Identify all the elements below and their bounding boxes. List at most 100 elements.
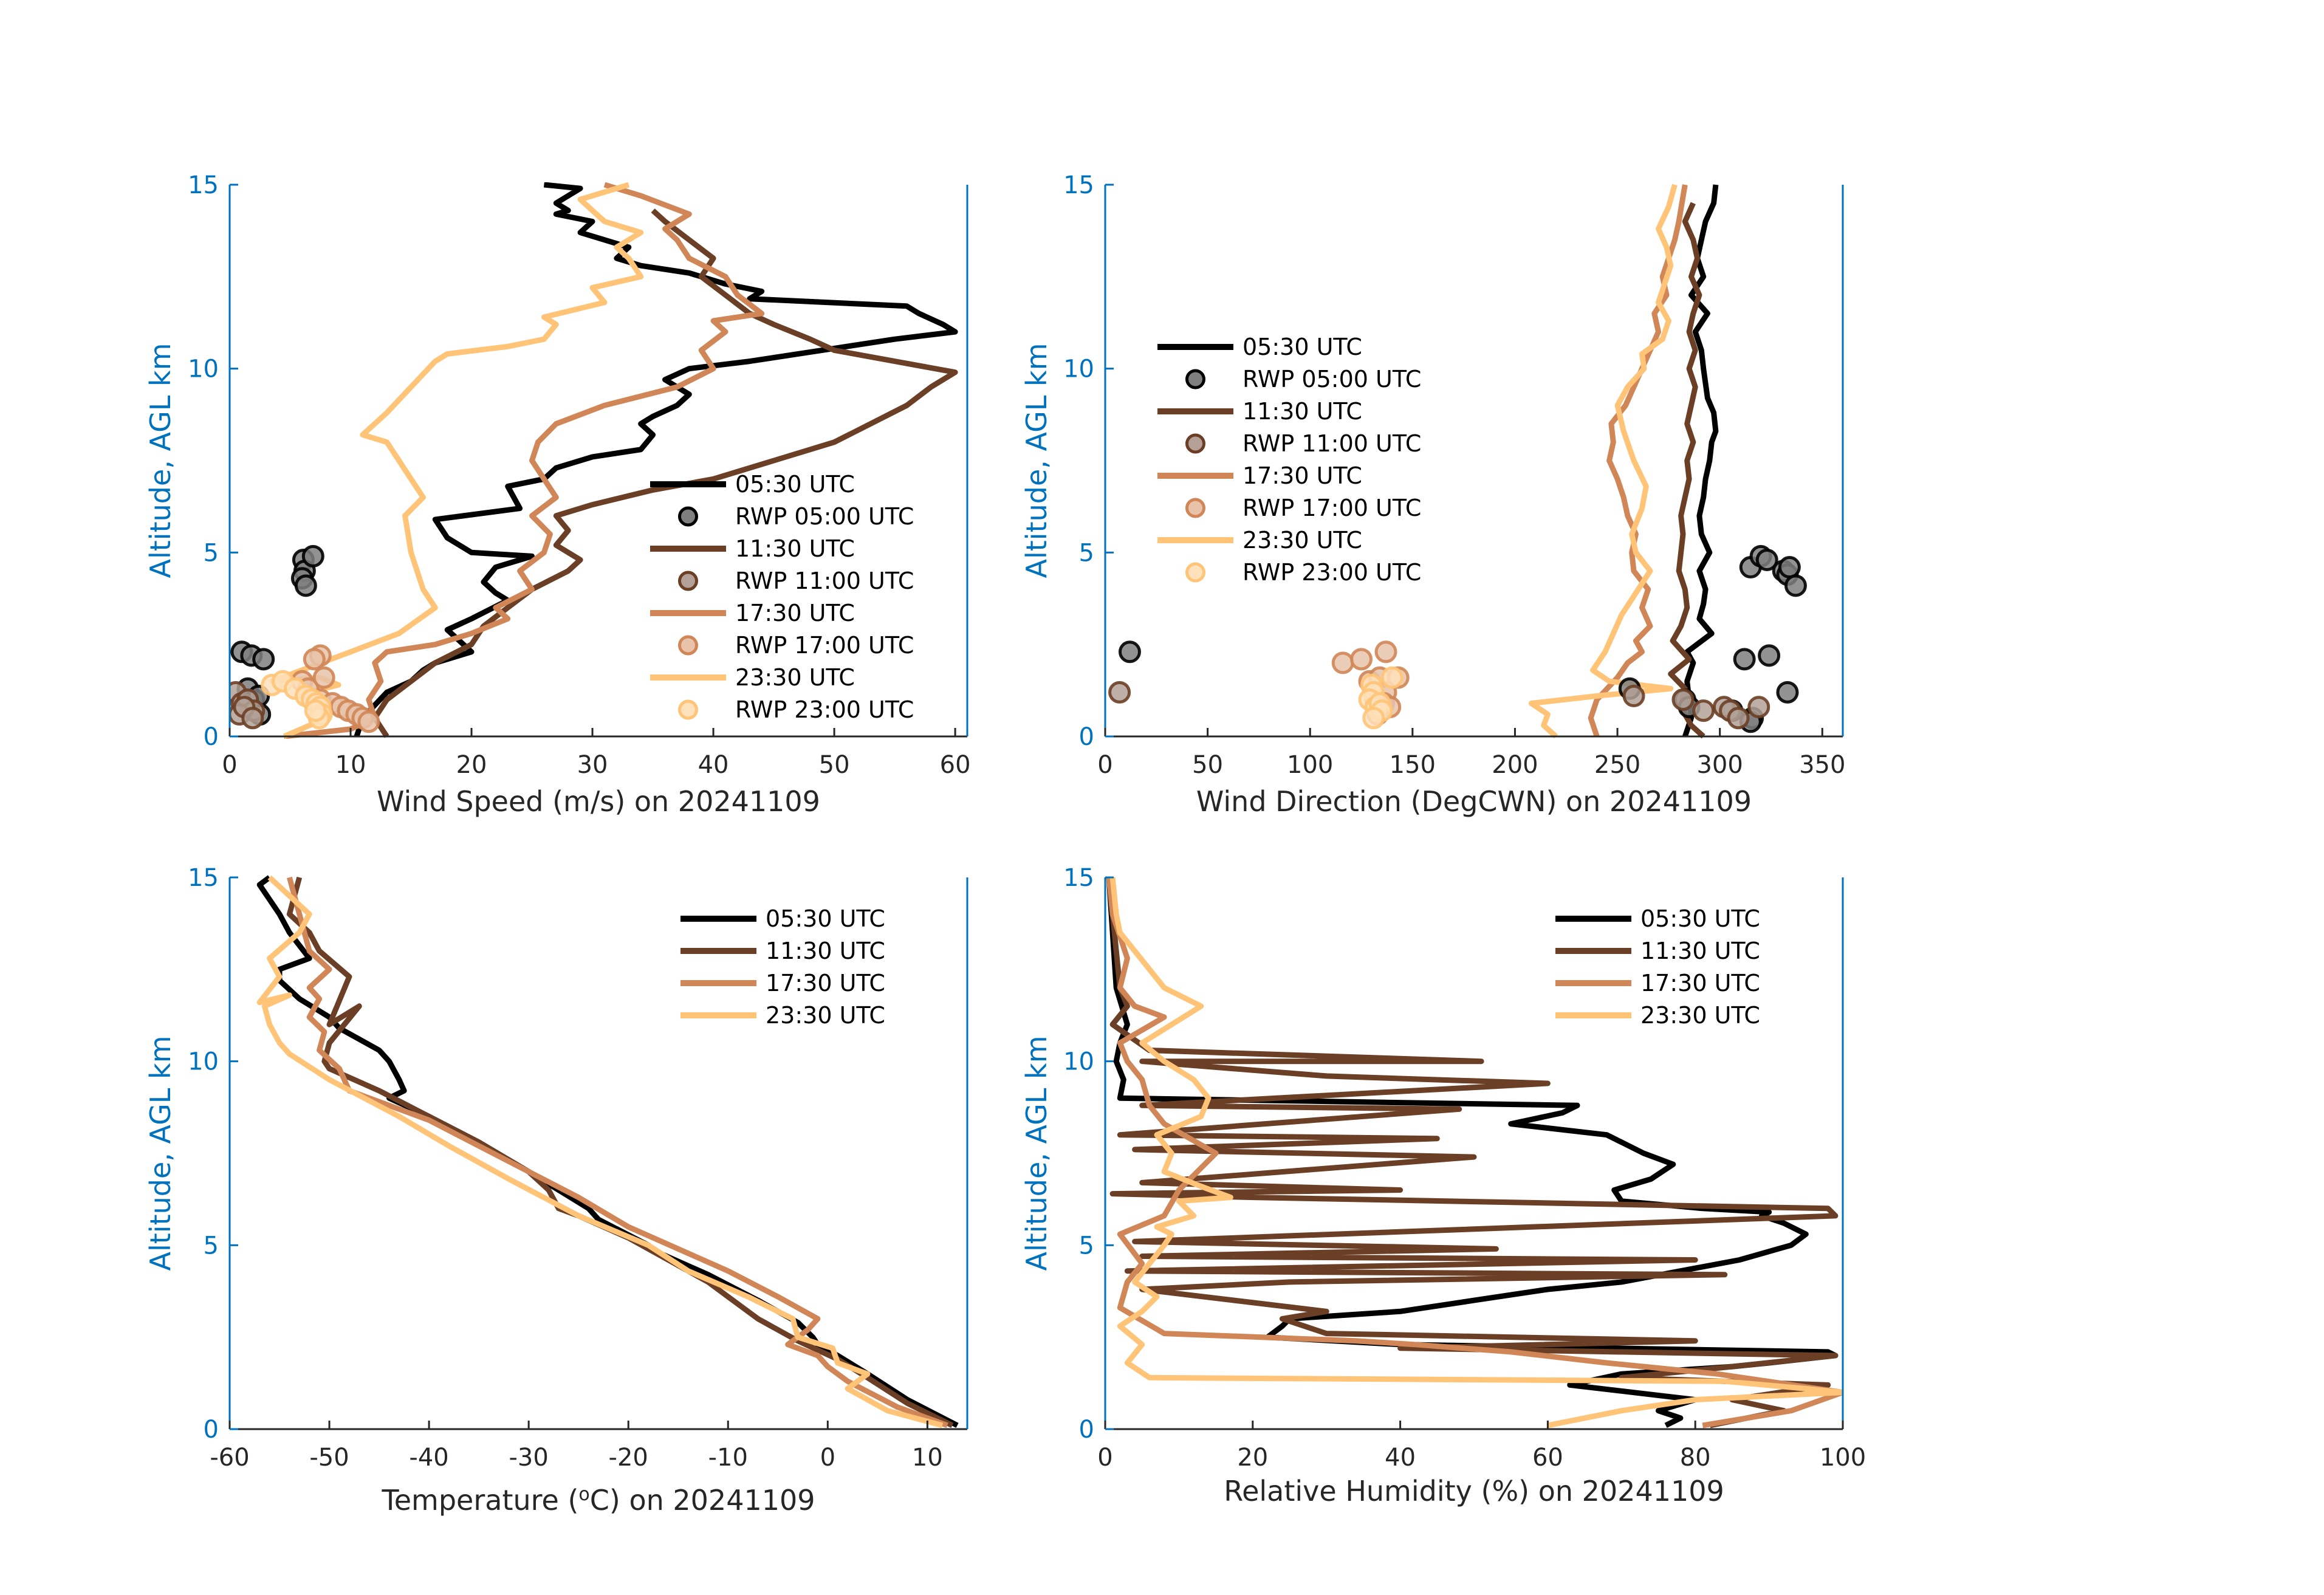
series-scatter-rwp-11-00-utc	[230, 681, 266, 730]
series-scatter-rwp-23-00-utc	[1358, 666, 1404, 730]
legend-label: RWP 23:00 UTC	[735, 696, 914, 723]
series-line-17-30-utc	[284, 182, 765, 739]
legend-label: 17:30 UTC	[735, 600, 855, 626]
legend-label: 05:30 UTC	[766, 905, 885, 932]
legend-label: 05:30 UTC	[1243, 334, 1362, 360]
legend-label: 05:30 UTC	[1640, 905, 1760, 932]
scatter-point	[312, 666, 335, 689]
series-line-05-30-utc	[1682, 184, 1719, 738]
x-tick-label: -50	[309, 1444, 349, 1472]
legend-marker-swatch	[678, 571, 698, 591]
legend-entry-23-30-utc: 23:30 UTC	[1555, 1002, 1760, 1029]
legend-entry-rwp-05-00-utc: RWP 05:00 UTC	[678, 503, 914, 530]
legend-label: 23:30 UTC	[1243, 527, 1362, 554]
legend-entry-05-30-utc: 05:30 UTC	[1157, 334, 1362, 360]
legend-entry-23-30-utc: 23:30 UTC	[680, 1002, 885, 1029]
scatter-point	[1118, 640, 1141, 664]
x-tick-label: 20	[456, 751, 487, 779]
wind-direction-ylabel: Altitude, AGL km	[1020, 343, 1053, 578]
series-line-23-30-utc	[256, 875, 944, 1429]
legend-marker-swatch	[678, 635, 698, 656]
wind-direction-plot-area	[1108, 184, 1807, 739]
y-tick-label: 0	[204, 723, 219, 751]
x-tick-label: 150	[1390, 751, 1436, 779]
scatter-point	[241, 707, 264, 730]
x-tick-label: 20	[1237, 1444, 1268, 1472]
legend-label: RWP 11:00 UTC	[1243, 430, 1421, 457]
x-tick-label: -40	[409, 1444, 448, 1472]
series-line-11-30-utc	[372, 208, 958, 738]
y-tick-label: 5	[1079, 539, 1094, 567]
scatter-point	[1362, 707, 1385, 730]
legend-entry-11-30-utc: 11:30 UTC	[1157, 398, 1362, 425]
wind-speed-plot-area	[230, 182, 958, 739]
temperature-xlabel-part-1: Temperature (	[381, 1484, 578, 1517]
series-line-23-30-utc	[1528, 184, 1678, 739]
wind-direction-axes: 0 50 100 150 200 250 300 350 0 5 10 15	[1063, 171, 1845, 779]
legend-label: 23:30 UTC	[766, 1002, 885, 1029]
y-tick-label: 5	[204, 1232, 219, 1260]
scatter-point	[357, 710, 380, 733]
legend-entry-rwp-17-00-utc: RWP 17:00 UTC	[1185, 495, 1421, 521]
series-scatter-rwp-23-00-utc	[261, 670, 333, 730]
x-tick-label: -20	[609, 1444, 648, 1472]
temperature-xlabel: Temperature (oC) on 20241109	[381, 1484, 815, 1517]
wind-direction-panel: 0 50 100 150 200 250 300 350 0 5 10 15 Wind Directi…	[1020, 171, 1845, 818]
y-tick-label: 5	[204, 539, 219, 567]
scatter-point	[1778, 556, 1801, 579]
x-tick-label: 200	[1492, 751, 1538, 779]
x-tick-label: 50	[1192, 751, 1223, 779]
series-scatter-rwp-11-00-utc	[1108, 681, 1770, 730]
relative-humidity-ylabel: Altitude, AGL km	[1020, 1035, 1053, 1271]
legend-label: 23:30 UTC	[1640, 1002, 1760, 1029]
temperature-plot-area	[256, 875, 959, 1429]
legend-label: 11:30 UTC	[766, 938, 885, 964]
legend-entry-11-30-utc: 11:30 UTC	[1555, 938, 1760, 964]
scatter-point	[1784, 574, 1807, 597]
y-tick-label: 15	[188, 171, 219, 199]
y-tick-label: 0	[1079, 723, 1094, 751]
series-line-11-30-utc	[286, 876, 954, 1428]
legend-entry-rwp-11-00-utc: RWP 11:00 UTC	[678, 568, 914, 594]
x-tick-label: 50	[819, 751, 850, 779]
scatter-point	[1758, 644, 1781, 667]
legend-entry-rwp-23-00-utc: RWP 23:00 UTC	[1185, 559, 1421, 586]
legend-marker-swatch	[1185, 562, 1205, 583]
x-tick-label: 0	[820, 1444, 835, 1472]
y-tick-label: 0	[1079, 1416, 1094, 1444]
y-tick-label: 15	[1063, 864, 1094, 892]
relative-humidity-axes: 0 20 40 60 80 100 0 5 10 15	[1063, 864, 1866, 1472]
temperature-xlabel-part-2: C) on 20241109	[590, 1484, 815, 1517]
legend-entry-05-30-utc: 05:30 UTC	[680, 905, 885, 932]
legend-label: 11:30 UTC	[1243, 398, 1362, 425]
scatter-point	[1727, 707, 1750, 730]
legend-label: RWP 23:00 UTC	[1243, 559, 1421, 586]
scatter-point	[1380, 666, 1404, 689]
scatter-point	[1755, 548, 1778, 571]
wind-speed-axes: 0 10 20 30 40 50 60 0 5 10 15	[188, 171, 970, 779]
series-line-05-30-utc	[354, 182, 958, 738]
scatter-point	[303, 648, 326, 671]
x-tick-label: 40	[698, 751, 729, 779]
scatter-point	[1747, 696, 1770, 719]
series-line-17-30-utc	[287, 876, 948, 1429]
scatter-point	[1622, 684, 1645, 707]
scatter-point	[1692, 699, 1715, 722]
series-line-11-30-utc	[1668, 202, 1705, 739]
wind-speed-panel: 0 10 20 30 40 50 60 0 5 10 15 Wind Speed (m/s) on …	[144, 171, 971, 818]
x-tick-label: 100	[1287, 751, 1333, 779]
legend-entry-23-30-utc: 23:30 UTC	[650, 664, 855, 691]
legend-label: 11:30 UTC	[735, 535, 855, 562]
legend-entry-05-30-utc: 05:30 UTC	[1555, 905, 1760, 932]
series-line-17-30-utc	[1588, 184, 1688, 738]
y-tick-label: 10	[188, 1048, 219, 1076]
legend-entry-17-30-utc: 17:30 UTC	[1555, 970, 1760, 996]
temperature-axes: -60 -50 -40 -30 -20 -10 0 10 0 5 10 15	[188, 864, 968, 1472]
legend-label: RWP 17:00 UTC	[735, 632, 914, 659]
wind-speed-ylabel: Altitude, AGL km	[144, 343, 177, 578]
legend-marker-swatch	[1185, 433, 1205, 454]
x-tick-label: 80	[1680, 1444, 1711, 1472]
legend-entry-rwp-11-00-utc: RWP 11:00 UTC	[1185, 430, 1421, 457]
legend-entry-05-30-utc: 05:30 UTC	[650, 471, 855, 498]
y-tick-label: 10	[188, 355, 219, 383]
